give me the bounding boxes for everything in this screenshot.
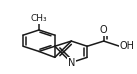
Text: CH₃: CH₃ bbox=[31, 14, 47, 23]
Text: N: N bbox=[68, 57, 75, 68]
Text: O: O bbox=[100, 25, 108, 35]
Text: OH: OH bbox=[120, 41, 135, 51]
